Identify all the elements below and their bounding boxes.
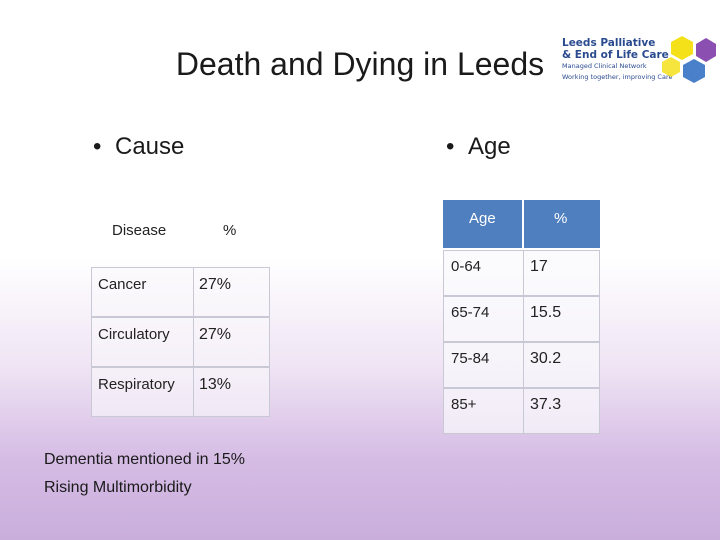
age-table-header: Age % — [443, 200, 600, 248]
cell-pct: 27% — [199, 276, 232, 293]
table-row: Cancer 27% — [91, 267, 270, 317]
header-pct: % — [554, 210, 568, 227]
cell-pct: 17 — [530, 258, 548, 275]
cell-pct: 13% — [199, 376, 232, 393]
slide-title: Death and Dying in Leeds — [175, 46, 545, 82]
cause-table-header: Disease % — [91, 204, 271, 267]
table-row: 0-64 17 — [443, 250, 600, 296]
note-multimorbidity: Rising Multimorbidity — [44, 479, 192, 496]
logo-line-1: Leeds Palliative — [562, 37, 656, 49]
note-dementia: Dementia mentioned in 15% — [44, 451, 246, 468]
hexagon-logo-icon — [662, 36, 716, 83]
header-age: Age — [469, 210, 496, 227]
table-row: Circulatory 27% — [91, 317, 270, 367]
bullet-age-label: Age — [468, 133, 511, 160]
cell-disease: Circulatory — [98, 326, 170, 343]
cell-disease: Respiratory — [98, 376, 175, 393]
cell-pct: 37.3 — [530, 396, 562, 413]
table-row: 85+ 37.3 — [443, 388, 600, 434]
table-row: Respiratory 13% — [91, 367, 270, 417]
cell-age: 85+ — [451, 396, 477, 413]
logo-line-3: Managed Clinical Network — [562, 62, 647, 70]
bullet-cause-label: Cause — [115, 133, 185, 160]
cell-age: 65-74 — [451, 304, 490, 321]
header-pct: % — [223, 222, 237, 239]
cell-pct: 27% — [199, 326, 232, 343]
bullet-dot-icon: • — [93, 133, 102, 160]
cell-age: 0-64 — [451, 258, 482, 275]
logo-line-4: Working together, improving Care — [562, 72, 673, 81]
bullet-dot-icon: • — [446, 133, 455, 160]
network-logo: Leeds Palliative & End of Life Care Mana… — [555, 35, 720, 87]
table-row: 75-84 30.2 — [443, 342, 600, 388]
bullet-age: • Age — [446, 133, 511, 161]
cell-pct: 15.5 — [530, 304, 562, 321]
cell-age: 75-84 — [451, 350, 490, 367]
cell-pct: 30.2 — [530, 350, 562, 367]
bullet-cause: • Cause — [93, 133, 184, 161]
table-row: 65-74 15.5 — [443, 296, 600, 342]
logo-line-2: & End of Life Care — [562, 48, 669, 61]
cell-disease: Cancer — [98, 276, 147, 293]
notes: Dementia mentioned in 15% Rising Multimo… — [44, 446, 245, 502]
header-disease: Disease — [112, 222, 167, 239]
